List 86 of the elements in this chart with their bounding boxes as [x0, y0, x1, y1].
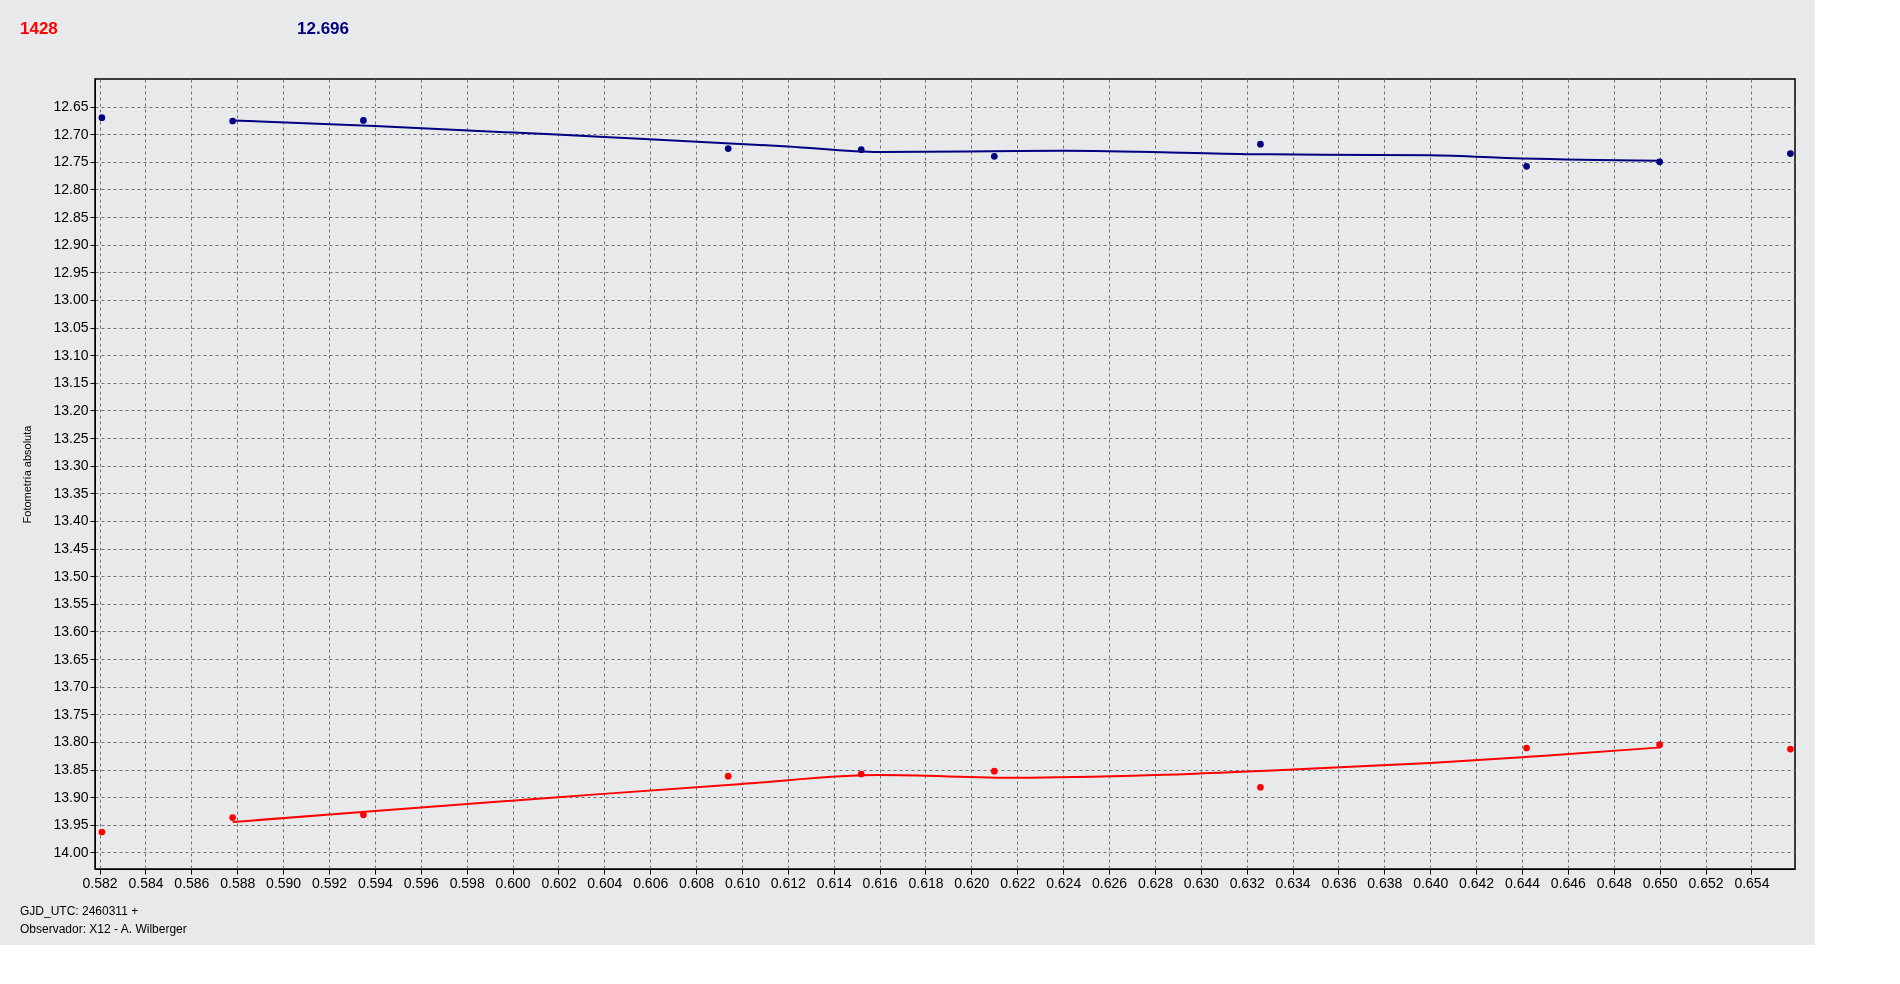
y-tick-label: 13.30: [53, 457, 89, 474]
y-tick-label: 13.60: [53, 622, 89, 639]
x-tick-label: 0.590: [266, 874, 302, 891]
x-tick-label: 0.620: [954, 874, 990, 891]
x-tick-label: 0.648: [1596, 874, 1632, 891]
x-tick-label: 0.614: [816, 874, 852, 891]
x-tick-label: 0.610: [724, 874, 761, 891]
x-tick-label: 0.588: [220, 874, 256, 891]
y-tick-label: 12.90: [53, 236, 89, 253]
text: 1428: [20, 19, 58, 38]
x-tick-label: 0.624: [1046, 874, 1082, 891]
x-tick-label: 0.604: [587, 874, 623, 891]
point: [990, 767, 998, 775]
text: GJD_UTC: 2460311 +: [20, 904, 139, 918]
x-tick-label: 0.632: [1229, 874, 1265, 891]
point: [360, 811, 367, 819]
x-tick-label: 0.602: [541, 874, 577, 891]
x-tick-label: 0.652: [1688, 874, 1724, 891]
x-tick-label: 0.582: [82, 874, 118, 891]
x-tick-label: 0.616: [862, 874, 898, 891]
y-tick-label: 13.85: [53, 761, 89, 778]
y-tick-label: 13.25: [53, 429, 89, 446]
y-tick-label: 13.80: [53, 733, 89, 750]
x-tick-label: 0.606: [633, 874, 669, 891]
point: [360, 117, 367, 124]
y-tick-label: 13.15: [53, 374, 89, 391]
y-tick-label: 13.95: [53, 816, 89, 833]
x-tick-label: 0.622: [1000, 874, 1036, 891]
y-tick-label: 12.75: [53, 153, 89, 170]
x-tick-label: 0.646: [1550, 874, 1587, 891]
x-tick-label: 0.628: [1137, 874, 1174, 891]
x-tick-label: 0.594: [357, 874, 394, 891]
point: [1787, 745, 1794, 753]
point: [98, 828, 106, 836]
x-tick-label: 0.596: [403, 874, 439, 891]
x-tick-label: 0.638: [1367, 874, 1403, 891]
y-tick-label: 13.00: [53, 291, 89, 308]
y-tick-label: 13.45: [53, 540, 89, 557]
y-tick-label: 12.70: [53, 125, 89, 142]
x-tick-label: 0.650: [1642, 874, 1678, 891]
x-tick-label: 0.592: [311, 874, 348, 891]
y-tick-label: 13.75: [53, 705, 89, 722]
y-tick-label: 12.65: [53, 98, 89, 115]
y-tick-label: 13.70: [53, 678, 89, 695]
x-tick-label: 0.634: [1275, 874, 1311, 891]
y-tick-label: 12.85: [53, 208, 89, 225]
x-tick-label: 0.630: [1183, 874, 1220, 891]
x-tick-label: 0.654: [1734, 874, 1770, 891]
y-tick-label: 13.90: [53, 788, 89, 805]
y-tick-label: 13.55: [53, 595, 89, 612]
point: [990, 153, 998, 160]
x-tick-label: 0.626: [1092, 874, 1128, 891]
y-tick-label: 12.80: [53, 180, 89, 197]
y-tick-label: 13.10: [53, 346, 89, 363]
y-tick-label: 13.05: [53, 319, 89, 336]
point: [229, 814, 237, 821]
point: [1656, 741, 1663, 749]
x-tick-label: 0.598: [449, 874, 485, 891]
point: [1257, 783, 1264, 791]
y-tick-label: 12.95: [53, 263, 89, 280]
x-tick-label: 0.636: [1321, 874, 1357, 891]
point: [724, 145, 732, 152]
y-tick-label: 14.00: [53, 843, 89, 860]
y-tick-label: 13.35: [53, 484, 89, 501]
point: [724, 772, 732, 780]
y-tick-label: 13.40: [53, 512, 89, 529]
y-axis-title: Fotometría absoluta: [21, 424, 34, 524]
x-tick-label: 0.586: [174, 874, 210, 891]
point: [1523, 162, 1530, 170]
x-tick-label: 0.642: [1459, 874, 1495, 891]
point: [98, 114, 106, 122]
y-tick-label: 13.50: [53, 567, 89, 584]
point: [1523, 744, 1530, 752]
y-tick-label: 13.65: [53, 650, 89, 667]
y-tick-label: 13.20: [53, 401, 89, 418]
x-tick-label: 0.612: [770, 874, 807, 891]
text: Observador: X12 - A. Wilberger: [20, 922, 187, 936]
x-tick-label: 0.618: [908, 874, 944, 891]
x-tick-label: 0.640: [1413, 874, 1449, 891]
x-tick-label: 0.584: [128, 874, 164, 891]
x-tick-label: 0.600: [495, 874, 531, 891]
point: [1787, 150, 1794, 157]
point: [1257, 140, 1264, 148]
text: 12.696: [297, 19, 349, 38]
x-tick-label: 0.608: [679, 874, 715, 891]
x-tick-label: 0.644: [1504, 874, 1541, 891]
